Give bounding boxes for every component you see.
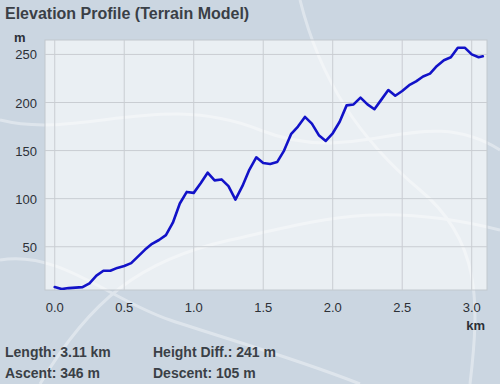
x-tick-label: 1.5 xyxy=(254,300,272,315)
x-axis-label: km xyxy=(466,318,485,333)
map-background xyxy=(0,0,500,384)
grid-line xyxy=(45,102,487,103)
x-tick-label: 0.5 xyxy=(115,300,133,315)
y-tick-label: 50 xyxy=(23,240,37,255)
grid-line xyxy=(45,150,487,151)
plot-area xyxy=(55,48,483,289)
y-tick-label: 200 xyxy=(15,96,37,111)
chart: 50 100 150 200 250 0.0 0.5 1.0 1.5 2.0 2.5 3.0 Eleva… xyxy=(0,0,500,384)
plot-frame xyxy=(45,40,487,290)
stat-text: Length: 3.11 km xyxy=(5,344,111,360)
stat-text: Ascent: 346 m xyxy=(5,365,100,381)
grid-line xyxy=(45,246,487,247)
x-tick-label: 2.5 xyxy=(393,300,411,315)
title: Elevation Profile (Terrain Model) xyxy=(5,5,249,22)
x-tick-label: 2.0 xyxy=(324,300,342,315)
grid-line xyxy=(332,40,333,290)
elevation-line xyxy=(55,48,483,289)
grid-line xyxy=(402,40,403,290)
y-tick-label: 150 xyxy=(15,144,37,159)
y-axis-label: m xyxy=(14,30,26,45)
grid-line xyxy=(54,40,55,290)
x-tick-label: 0.0 xyxy=(46,300,64,315)
y-tick-label: 100 xyxy=(15,192,37,207)
stat-text: Descent: 105 m xyxy=(153,365,256,381)
grid-line xyxy=(263,40,264,290)
grid-line xyxy=(45,54,487,55)
background xyxy=(0,0,500,384)
grid-line xyxy=(193,40,194,290)
y-tick-label: 250 xyxy=(15,47,37,62)
grid-line xyxy=(124,40,125,290)
x-tick-label: 3.0 xyxy=(463,300,481,315)
grid-line xyxy=(45,198,487,199)
stat-text: Height Diff.: 241 m xyxy=(153,344,276,360)
x-tick-label: 1.0 xyxy=(185,300,203,315)
grid-line xyxy=(471,40,472,290)
